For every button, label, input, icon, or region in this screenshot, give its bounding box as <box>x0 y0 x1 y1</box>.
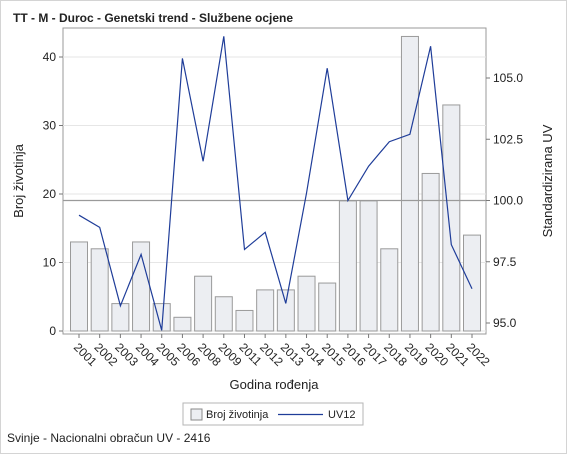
legend-box <box>182 402 364 426</box>
right-axis-ticks: 95.0 97.5 100.0 102.5 105.0 <box>486 71 523 330</box>
uv12-line <box>78 36 473 331</box>
bar <box>235 309 254 332</box>
left-axis-ticks: 0 10 20 30 40 <box>43 50 63 338</box>
legend-bar-swatch <box>190 408 203 421</box>
y2-tick-label: 97.5 <box>493 255 517 269</box>
bar <box>463 234 481 332</box>
y-tick-label: 40 <box>43 50 57 64</box>
bar <box>256 289 275 332</box>
chart-title: TT - M - Duroc - Genetski trend - Službe… <box>13 11 293 25</box>
bar <box>338 200 357 332</box>
bar <box>442 104 461 332</box>
legend-line-label: UV12 <box>328 409 356 421</box>
y-tick-label: 0 <box>49 324 56 338</box>
y-tick-label: 20 <box>43 187 57 201</box>
y2-tick-label: 105.0 <box>493 71 523 85</box>
bar <box>90 248 109 332</box>
bar <box>318 282 337 332</box>
bar <box>359 200 378 332</box>
y2-axis-title: Standardizirana UV <box>540 124 555 237</box>
y-tick-label: 30 <box>43 119 57 133</box>
bar <box>400 35 419 332</box>
line-series <box>78 36 473 331</box>
legend-bar-label: Broj životinja <box>206 409 269 421</box>
bar <box>194 275 213 332</box>
y2-tick-label: 100.0 <box>493 194 523 208</box>
bar <box>297 275 316 332</box>
y2-tick-label: 102.5 <box>493 132 523 146</box>
x-axis-ticks: 2001200220032004200520062008200920112012… <box>71 334 493 369</box>
bar <box>214 296 233 332</box>
bar <box>421 172 440 332</box>
y-axis-title: Broj životinja <box>11 143 26 217</box>
footnote: Svinje - Nacionalni obračun UV - 2416 <box>7 431 211 445</box>
x-axis-title: Godina rođenja <box>230 377 320 392</box>
bar <box>173 316 192 332</box>
x-tick-label: 2001 <box>71 340 100 369</box>
bar-series <box>70 35 481 332</box>
bar <box>111 303 130 332</box>
bar <box>152 303 171 332</box>
bar <box>380 248 399 332</box>
bar <box>276 289 295 332</box>
y2-tick-label: 95.0 <box>493 316 517 330</box>
bar <box>70 241 88 332</box>
y-tick-label: 10 <box>43 256 57 270</box>
